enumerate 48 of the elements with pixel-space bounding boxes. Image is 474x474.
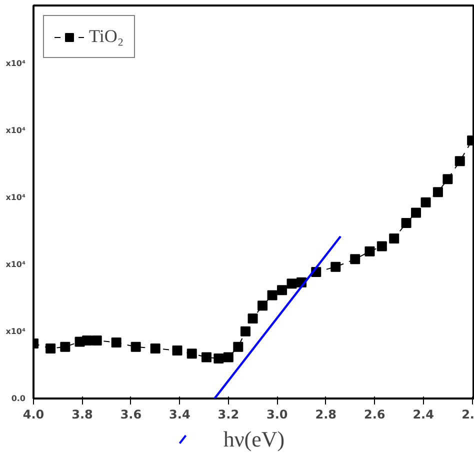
point [286,278,297,289]
x-tick-label: 3.2 [218,408,240,422]
point [214,354,224,364]
point [223,352,234,362]
x-tick-label: 3.8 [72,408,93,422]
point [258,300,268,311]
point [186,348,197,359]
point [330,262,341,272]
text: x10⁴ [6,260,26,269]
legend-label: TiO₂ [89,26,124,47]
text: x10⁴ [6,327,26,336]
point [130,342,141,352]
point [172,346,182,356]
x-tick-label: 3.0 [266,408,288,422]
point [201,352,212,362]
text: x10⁴ [6,59,26,68]
x-tick-label: 2.8 [315,408,337,422]
x-tick-label: 2.4 [412,408,434,422]
point [389,234,400,244]
x-tick-label: 4.0 [22,408,44,422]
point [267,290,278,300]
point [376,241,387,252]
x-tick-label: 3.4 [169,408,190,422]
point [432,187,443,198]
x-axis-title: hν(eV) [223,426,285,452]
point [350,254,360,264]
text: x10⁴ [6,126,26,135]
point [46,343,56,354]
point [240,326,250,336]
point [60,342,70,352]
point [364,246,375,256]
x-tick-label: 2. [462,408,474,422]
point [401,218,412,228]
point [277,285,288,296]
point [233,342,244,352]
point [150,343,160,354]
point [454,156,465,166]
point [248,314,258,324]
x-tick-label: 2.6 [364,408,386,422]
x-tick-label: 3.6 [120,408,142,422]
point [111,338,122,348]
point [411,208,422,218]
point [82,335,92,346]
point [92,335,102,346]
text: x10⁴ [6,193,26,202]
text: 0.0 [11,394,26,403]
point [420,197,431,208]
point [442,174,453,184]
